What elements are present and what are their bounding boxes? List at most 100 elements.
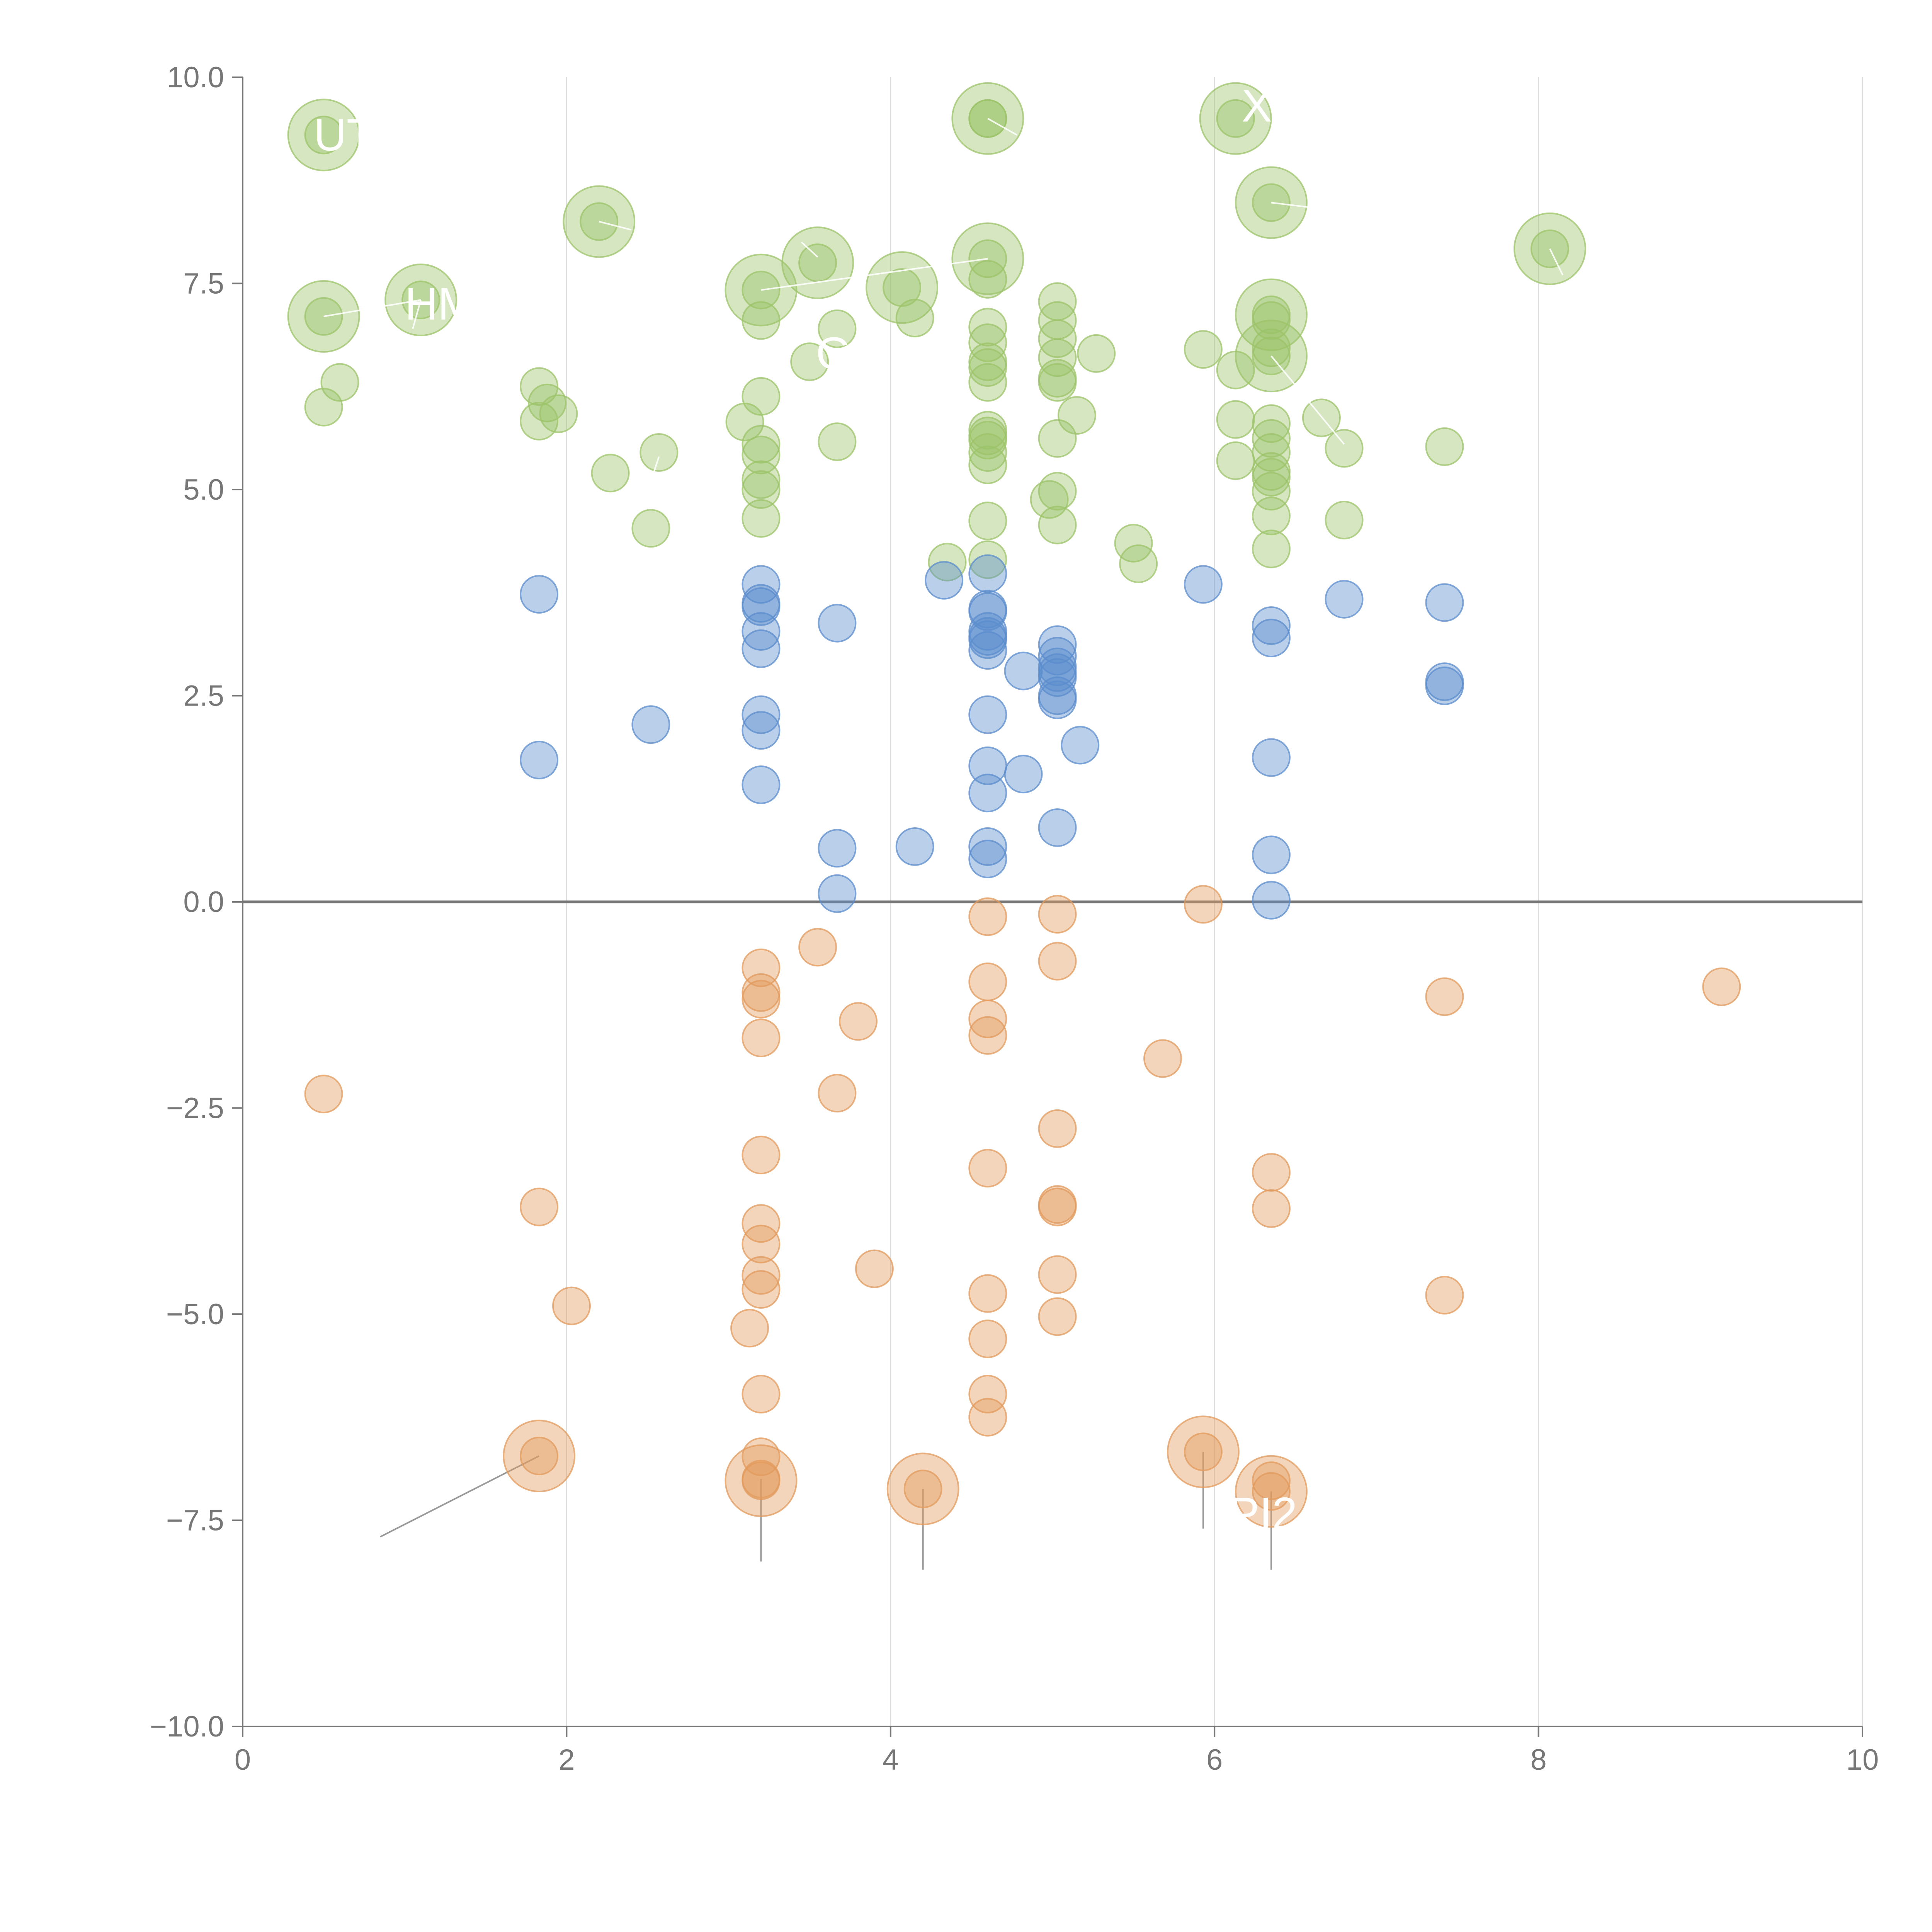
point-annotation: HM bbox=[405, 279, 476, 330]
x-tick-label: 2 bbox=[558, 1743, 575, 1776]
green-point bbox=[1325, 429, 1364, 468]
white-leader-line bbox=[650, 456, 660, 482]
green-point bbox=[742, 470, 781, 509]
orange-point bbox=[742, 1204, 781, 1243]
orange-point bbox=[520, 1187, 559, 1226]
blue-point bbox=[1004, 755, 1043, 794]
x-tick-label: 10 bbox=[1846, 1743, 1879, 1776]
orange-point bbox=[742, 1019, 781, 1058]
green-point bbox=[1077, 334, 1116, 373]
green-point bbox=[1252, 497, 1291, 536]
orange-point bbox=[1143, 1039, 1182, 1078]
blue-point bbox=[968, 695, 1007, 734]
orange-point bbox=[968, 1374, 1007, 1413]
y-tick-label: 0.0 bbox=[183, 886, 224, 918]
green-point bbox=[304, 388, 343, 427]
green-point bbox=[631, 509, 670, 548]
orange-point bbox=[742, 1374, 781, 1413]
orange-large-point bbox=[724, 1444, 798, 1517]
y-tick-label: −5.0 bbox=[166, 1298, 224, 1331]
green-point bbox=[968, 433, 1007, 472]
green-point bbox=[968, 342, 1007, 381]
green-point bbox=[895, 299, 934, 338]
orange-point bbox=[838, 1002, 878, 1041]
green-point bbox=[1425, 427, 1464, 466]
white-leader-line bbox=[1271, 202, 1312, 209]
orange-point bbox=[968, 1000, 1007, 1039]
orange-point bbox=[1038, 942, 1077, 981]
green-point bbox=[528, 383, 567, 422]
orange-point bbox=[798, 928, 837, 967]
orange-point bbox=[968, 1149, 1007, 1188]
orange-point bbox=[1038, 1297, 1077, 1336]
orange-point bbox=[730, 1309, 769, 1348]
y-tick-label: −2.5 bbox=[166, 1092, 224, 1125]
orange-point bbox=[968, 1320, 1007, 1359]
green-point bbox=[742, 499, 781, 538]
blue-point bbox=[1038, 808, 1077, 847]
point-annotation: GN bbox=[816, 328, 884, 379]
blue-point bbox=[1425, 583, 1464, 622]
blue-point bbox=[1061, 726, 1100, 765]
green-large-point bbox=[866, 251, 939, 324]
green-point bbox=[1325, 500, 1364, 539]
orange-point bbox=[968, 897, 1007, 936]
green-point bbox=[639, 433, 679, 472]
orange-point bbox=[1252, 1189, 1291, 1228]
blue-point bbox=[742, 695, 781, 734]
green-point bbox=[591, 454, 630, 493]
orange-large-point bbox=[1235, 1455, 1308, 1528]
blue-point bbox=[818, 874, 857, 913]
blue-point bbox=[1184, 565, 1223, 604]
green-point bbox=[742, 377, 781, 416]
green-point bbox=[798, 243, 837, 282]
blue-point bbox=[1252, 606, 1291, 645]
green-point bbox=[725, 403, 764, 442]
orange-point bbox=[903, 1469, 942, 1509]
orange-point bbox=[1252, 1472, 1291, 1511]
green-point bbox=[968, 502, 1007, 541]
orange-point bbox=[1425, 1276, 1464, 1315]
orange-point bbox=[1038, 895, 1077, 934]
green-point bbox=[968, 308, 1007, 347]
orange-large-point bbox=[886, 1452, 959, 1526]
blue-point bbox=[968, 774, 1007, 813]
point-annotation: UTK bbox=[314, 109, 405, 160]
green-point bbox=[883, 268, 922, 307]
orange-large-point bbox=[503, 1420, 576, 1493]
green-point bbox=[520, 401, 559, 440]
x-tick-label: 4 bbox=[883, 1743, 899, 1776]
x-tick-label: 0 bbox=[235, 1743, 251, 1776]
white-leader-line bbox=[987, 117, 1017, 136]
green-point bbox=[968, 363, 1007, 402]
white-leader-line bbox=[761, 258, 988, 291]
blue-point bbox=[520, 740, 559, 779]
annotation-leader-line bbox=[380, 1455, 540, 1537]
blue-point bbox=[1252, 619, 1291, 658]
green-point bbox=[1038, 505, 1077, 544]
blue-point bbox=[1252, 738, 1291, 777]
green-point bbox=[818, 422, 857, 461]
y-tick-label: 10.0 bbox=[167, 61, 224, 94]
orange-point bbox=[742, 1256, 781, 1295]
orange-point bbox=[1184, 885, 1223, 924]
green-point bbox=[968, 540, 1007, 579]
orange-point bbox=[1702, 967, 1741, 1006]
blue-point bbox=[968, 554, 1007, 593]
white-leader-line bbox=[323, 299, 421, 317]
orange-point bbox=[520, 1437, 559, 1476]
orange-point bbox=[968, 1398, 1007, 1437]
blue-point bbox=[1325, 580, 1364, 619]
y-tick-label: −10.0 bbox=[150, 1710, 224, 1743]
white-leader-line bbox=[801, 242, 818, 258]
blue-point bbox=[1252, 835, 1291, 874]
x-tick-label: 8 bbox=[1530, 1743, 1546, 1776]
blue-point bbox=[1038, 680, 1077, 719]
orange-point bbox=[855, 1249, 894, 1288]
green-point bbox=[818, 309, 857, 348]
green-point bbox=[1038, 363, 1077, 402]
blue-point bbox=[742, 765, 781, 804]
green-large-point bbox=[1235, 278, 1308, 351]
green-point bbox=[1216, 99, 1255, 138]
